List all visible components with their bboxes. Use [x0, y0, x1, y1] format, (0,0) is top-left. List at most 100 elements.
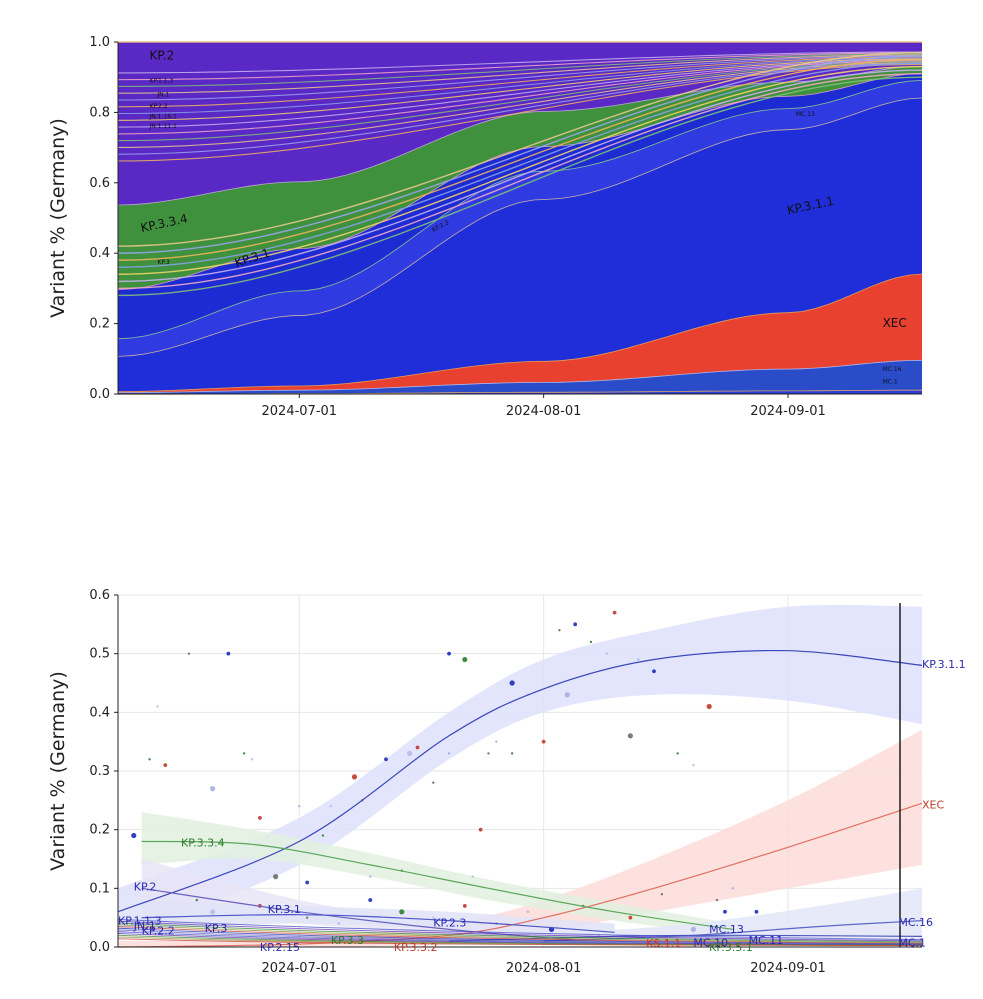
decorative-stripe — [118, 58, 923, 121]
data-point — [321, 834, 325, 837]
data-point — [351, 774, 358, 780]
data-point — [564, 692, 570, 698]
top-y-tick-label: 1.0 — [89, 35, 110, 50]
area-mc-16 — [118, 359, 922, 394]
bottom-series-label: XEC — [922, 798, 944, 811]
decorative-stripe — [117, 60, 922, 135]
top-chart: 0.0 0.2 0.4 0.6 0.8 1.0 2024-07-01 2024-08-01 20… — [47, 35, 923, 419]
data-point — [627, 733, 633, 739]
bottom-series-label: MC.16 — [898, 916, 933, 929]
data-point — [447, 752, 451, 755]
data-point — [226, 651, 231, 656]
decorative-stripe — [117, 56, 922, 108]
top-series-label: MC.13 — [796, 111, 815, 118]
data-point — [637, 658, 640, 661]
bottom-series-label: KP.3.1 — [268, 903, 301, 916]
data-point — [628, 915, 633, 920]
ci-band-xec — [118, 729, 922, 948]
data-point — [187, 652, 191, 655]
bottom-series-label: KP.2.2 — [142, 925, 175, 938]
trend-line-kp-3-1-1 — [117, 649, 923, 913]
bottom-series-label: KP.1.1.3 — [118, 915, 162, 928]
trend-line-kp-3-3-4 — [141, 840, 733, 930]
bottom-series-label: KP.2 — [134, 881, 157, 894]
data-point — [692, 763, 695, 767]
data-point — [478, 827, 483, 832]
top-series-label: KP.2 — [150, 49, 175, 63]
data-point — [195, 898, 199, 902]
decorative-stripe — [117, 52, 922, 81]
data-point — [148, 758, 151, 761]
ci-band-kp-3-3-4 — [141, 812, 733, 936]
bottom-y-tick-label: 0.4 — [89, 705, 110, 720]
minor-trend-line — [117, 920, 923, 942]
bottom-x-tick-label: 2024-09-01 — [750, 961, 826, 976]
data-point — [495, 740, 498, 743]
data-point — [399, 909, 405, 915]
bottom-series-label: KP.3.3 — [331, 934, 364, 947]
decorative-stripe — [118, 57, 922, 115]
bottom-series-label: KP.3.3.4 — [181, 837, 225, 850]
decorative-stripe — [117, 62, 923, 268]
data-point — [209, 909, 216, 915]
bottom-series-label: MC.11 — [749, 934, 784, 947]
bottom-y-tick-label: 0.3 — [89, 764, 110, 779]
data-point — [298, 805, 301, 808]
top-series-label: JN.1.16.1 — [149, 113, 177, 120]
data-point — [558, 629, 561, 632]
data-point — [526, 910, 530, 913]
data-point — [652, 669, 656, 674]
minor-trend-line — [117, 922, 923, 943]
decorative-stripe — [117, 63, 923, 162]
data-point — [131, 832, 137, 839]
top-x-tick-label: 2024-07-01 — [262, 404, 338, 419]
data-point — [589, 640, 593, 644]
data-point — [462, 904, 467, 908]
bottom-series-label: JN.1 — [133, 919, 156, 932]
top-series-label: KP.3 — [157, 259, 170, 266]
data-point — [660, 893, 664, 896]
decorative-stripe — [118, 51, 923, 74]
data-point — [432, 916, 435, 919]
minor-trend-line — [117, 926, 923, 944]
top-y-tick-label: 0.0 — [89, 387, 110, 402]
top-series-label: MC.16 — [883, 366, 902, 373]
minor-trend-line — [117, 924, 923, 944]
area-kp-3-3-4 — [118, 65, 922, 290]
data-point — [462, 656, 468, 663]
decorative-stripe — [117, 73, 923, 290]
data-point — [541, 739, 546, 744]
data-point — [715, 898, 719, 902]
top-series-label: JN.1.11.1 — [149, 123, 177, 130]
decorative-stripe — [118, 54, 923, 94]
bottom-y-tick-label: 0.2 — [89, 823, 110, 838]
area-kp-2-3 — [118, 80, 922, 356]
data-point — [573, 622, 578, 627]
data-point — [612, 610, 617, 615]
top-series-label: JN.1 — [156, 92, 169, 99]
decorative-stripe — [117, 58, 923, 261]
top-y-axis-label: Variant % (Germany) — [47, 118, 69, 318]
data-point — [209, 786, 216, 792]
bottom-series-label: KP.3.5.1 — [709, 941, 753, 954]
decorative-stripe — [117, 55, 923, 254]
data-point — [723, 909, 727, 914]
top-x-tick-label: 2024-08-01 — [506, 404, 582, 419]
top-series-label: XEC — [883, 316, 907, 330]
decorative-stripe — [118, 62, 923, 148]
data-point — [487, 752, 490, 755]
bottom-series-label: KS.1.1 — [646, 937, 681, 950]
bottom-y-tick-label: 0.6 — [89, 588, 110, 603]
decorative-stripe — [117, 59, 922, 128]
bottom-x-tick-label: 2024-07-01 — [262, 961, 338, 976]
bottom-series-label: KP.3.3.2 — [394, 941, 438, 954]
area-kp-3-1 — [118, 73, 922, 339]
top-x-tick-label: 2024-09-01 — [750, 404, 826, 419]
top-series-label: MC.1 — [883, 378, 898, 385]
top-series-label: KP.2.2 — [150, 103, 168, 110]
data-point — [509, 680, 515, 686]
data-point — [305, 880, 310, 885]
bottom-series-label: MC.13 — [709, 923, 744, 936]
decorative-stripe — [117, 76, 923, 297]
